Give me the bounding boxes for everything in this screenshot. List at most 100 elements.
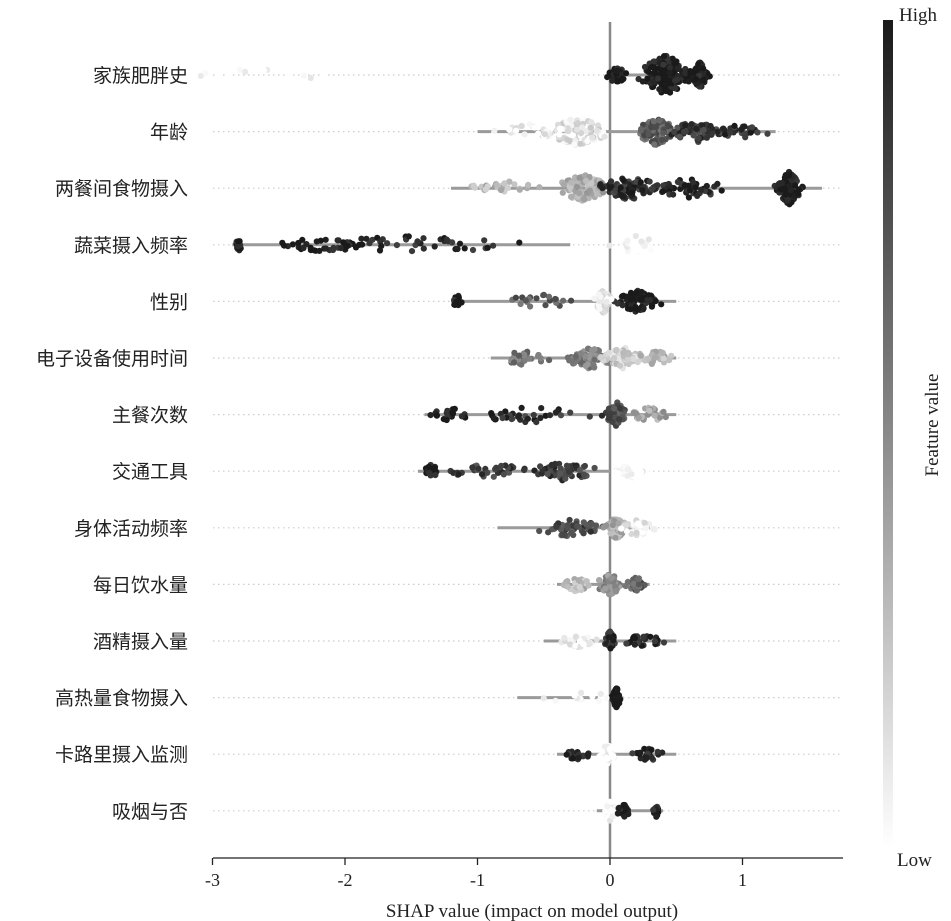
shap-point xyxy=(604,74,611,81)
shap-point xyxy=(597,298,604,305)
shap-point xyxy=(556,131,563,138)
shap-point xyxy=(598,354,605,361)
shap-point xyxy=(455,471,462,478)
shap-point xyxy=(623,528,631,535)
shap-point xyxy=(627,460,634,467)
shap-point xyxy=(335,237,342,244)
shap-point xyxy=(640,634,647,641)
shap-point xyxy=(546,357,553,364)
shap-point xyxy=(561,181,568,188)
shap-point xyxy=(488,410,495,417)
shap-point xyxy=(540,291,548,298)
shap-point xyxy=(431,243,438,250)
shap-point xyxy=(659,349,666,357)
shap-point xyxy=(628,296,635,303)
shap-point xyxy=(580,530,587,537)
shap-point xyxy=(420,235,427,242)
shap-point xyxy=(634,289,641,296)
shap-point xyxy=(420,245,427,252)
shap-point xyxy=(692,184,699,191)
shap-point xyxy=(661,67,668,74)
shap-point xyxy=(650,237,658,244)
shap-point xyxy=(568,529,575,537)
shap-point xyxy=(664,122,671,129)
shap-point xyxy=(518,122,525,130)
shap-point xyxy=(393,242,400,249)
feature-label: 家族肥胖史 xyxy=(93,65,188,87)
shap-point xyxy=(707,122,714,130)
shap-point xyxy=(652,124,659,131)
shap-point xyxy=(525,181,532,188)
shap-point xyxy=(614,685,621,692)
shap-point xyxy=(615,805,622,812)
shap-point xyxy=(648,186,655,193)
shap-point xyxy=(316,247,323,254)
shap-point xyxy=(609,77,616,84)
shap-point xyxy=(553,523,560,530)
shap-point xyxy=(628,530,635,538)
shap-point xyxy=(454,245,461,253)
x-tick-label: 1 xyxy=(738,870,747,890)
shap-point xyxy=(541,131,549,138)
shap-point xyxy=(622,70,630,77)
shap-point xyxy=(624,237,631,244)
shap-point xyxy=(624,356,631,363)
shap-point xyxy=(698,186,705,193)
shap-point xyxy=(674,124,681,131)
shap-point xyxy=(607,645,614,652)
shap-point xyxy=(631,641,638,648)
shap-point xyxy=(714,128,721,135)
shap-point xyxy=(329,246,337,254)
shap-point xyxy=(647,633,654,640)
shap-point xyxy=(573,126,581,133)
shap-point xyxy=(491,127,498,134)
shap-point xyxy=(516,186,523,193)
shap-point xyxy=(285,69,292,76)
shap-point xyxy=(565,127,572,135)
colorbar xyxy=(883,20,893,848)
shap-point xyxy=(593,636,600,643)
shap-point xyxy=(654,182,661,189)
feature-label: 电子设备使用时间 xyxy=(36,348,188,370)
shap-point xyxy=(588,180,595,187)
shap-point xyxy=(484,244,491,251)
shap-point xyxy=(535,130,542,137)
shap-point xyxy=(633,529,640,536)
shap-point xyxy=(620,177,627,184)
shap-point xyxy=(703,182,710,190)
shap-point xyxy=(764,130,771,137)
shap-point xyxy=(603,522,610,529)
shap-point xyxy=(340,239,347,246)
shap-point xyxy=(685,194,693,201)
shap-point xyxy=(581,196,588,203)
shap-point xyxy=(515,413,522,420)
shap-point xyxy=(609,813,616,820)
shap-point xyxy=(634,359,641,366)
shap-point xyxy=(662,86,670,94)
feature-label: 吸烟与否 xyxy=(112,801,188,823)
shap-point xyxy=(538,405,545,412)
shap-point xyxy=(630,355,637,363)
shap-point xyxy=(490,242,497,249)
shap-point xyxy=(414,238,421,245)
shap-point xyxy=(632,303,639,311)
shap-point xyxy=(493,181,501,188)
shap-point xyxy=(469,464,476,471)
shap-point xyxy=(640,305,647,312)
shap-point xyxy=(564,524,571,531)
shap-point xyxy=(614,810,622,817)
colorbar-low-label: Low xyxy=(897,850,932,871)
shap-point xyxy=(666,69,673,76)
shap-point xyxy=(754,129,761,136)
shap-point xyxy=(618,525,625,532)
shap-point xyxy=(634,575,642,583)
shap-point xyxy=(614,67,621,74)
shap-point xyxy=(646,178,653,185)
x-tick-label: -1 xyxy=(470,870,485,890)
shap-point xyxy=(638,469,645,476)
shap-point xyxy=(475,465,482,472)
shap-point xyxy=(482,186,489,193)
shap-point xyxy=(606,628,614,635)
shap-point xyxy=(281,242,288,249)
shap-point xyxy=(645,130,652,138)
